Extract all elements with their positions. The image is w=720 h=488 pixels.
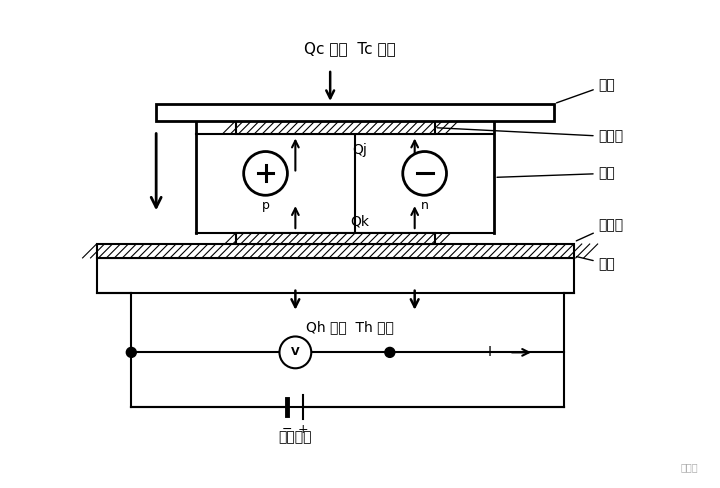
Text: Qc 吸热  Tc 冷端: Qc 吸热 Tc 冷端 [304, 41, 396, 57]
Circle shape [385, 347, 395, 357]
Text: n: n [420, 199, 428, 212]
Bar [156, 104, 554, 121]
Circle shape [279, 336, 311, 368]
Text: +: + [298, 423, 309, 436]
Text: 导流条: 导流条 [576, 218, 624, 241]
Bar [96, 244, 574, 258]
Text: Qh 放热  Th 热端: Qh 放热 Th 热端 [306, 321, 394, 334]
Text: Qk: Qk [351, 214, 369, 228]
Text: 元件: 元件 [497, 166, 616, 181]
Text: 导流条: 导流条 [437, 128, 624, 143]
Text: 直流电源: 直流电源 [279, 430, 312, 444]
Bar [235, 121, 435, 134]
Bar [235, 233, 435, 244]
Text: V: V [291, 347, 300, 357]
Text: 基板: 基板 [577, 257, 616, 271]
Text: Qj: Qj [353, 142, 367, 157]
Text: p: p [261, 199, 269, 212]
Circle shape [126, 347, 136, 357]
Text: 和众测: 和众测 [680, 462, 698, 472]
Text: −: − [282, 423, 292, 436]
Circle shape [243, 152, 287, 195]
Bar [96, 258, 574, 293]
Circle shape [402, 152, 446, 195]
Text: 基板: 基板 [557, 78, 616, 103]
Text: I: I [487, 346, 491, 359]
